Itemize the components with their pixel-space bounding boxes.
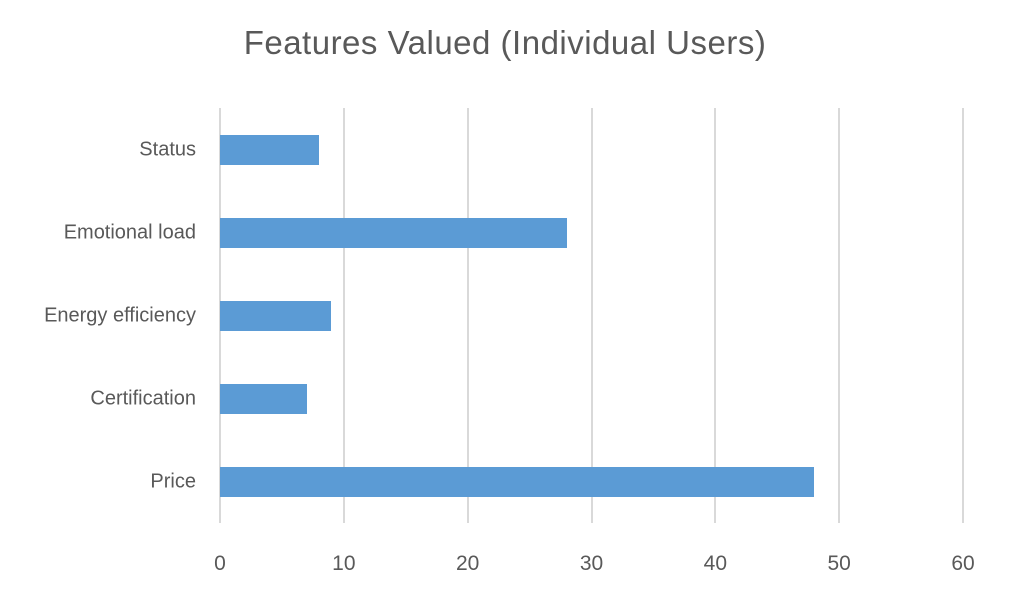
bar-status [220,134,320,165]
x-axis-tick-label: 40 [703,552,728,575]
plot-area [219,108,964,523]
category-label: Emotional load [63,221,196,243]
gridline [962,108,964,523]
x-axis-tick-label: 30 [579,552,604,575]
chart-title: Features Valued (Individual Users) [243,24,767,61]
x-axis-tick-label: 50 [827,552,851,575]
bar-certification [220,383,307,414]
gridline [714,108,717,523]
category-label: Certification [90,387,196,409]
category-label: Energy efficiency [44,304,196,326]
gridline [838,108,841,523]
x-axis-tick-label: 20 [455,552,480,575]
category-label: Price [150,470,196,492]
x-axis-tick-label: 0 [214,552,226,575]
x-axis-tick-label: 60 [951,552,975,575]
gridline [466,108,469,523]
bar-energy-efficiency [220,300,332,331]
bar-emotional-load [220,217,567,248]
gridline [342,108,345,523]
category-label: Status [139,138,196,160]
x-axis-tick-label: 10 [332,552,356,575]
bar-price [220,466,815,497]
gridline [590,108,593,523]
